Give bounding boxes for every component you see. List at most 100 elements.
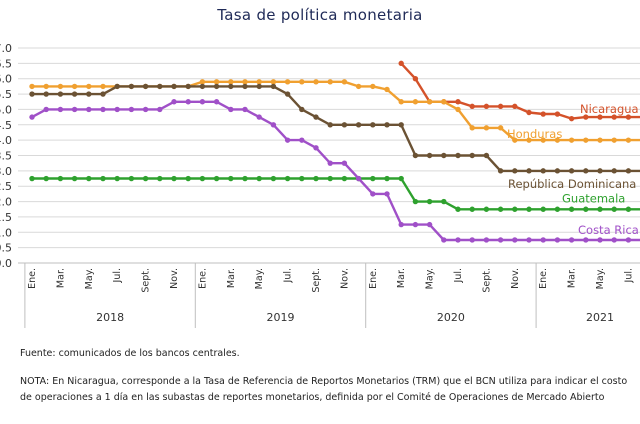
series-marker [540, 168, 546, 174]
series-marker [583, 137, 589, 143]
series-marker [384, 86, 390, 93]
series-marker [412, 76, 419, 82]
series-marker [412, 221, 419, 228]
series-marker [228, 175, 234, 182]
series-marker [185, 83, 191, 90]
x-tick-label: Ene. [27, 268, 38, 289]
series-marker [625, 237, 632, 243]
series-marker [625, 168, 632, 174]
series-marker [86, 175, 92, 182]
series-marker [384, 191, 390, 197]
x-tick-label: Sept. [311, 268, 322, 293]
x-tick-label: May. [84, 268, 95, 289]
series-marker [441, 198, 447, 205]
series-marker [497, 206, 504, 212]
series-marker [554, 237, 561, 243]
series-label: Honduras [507, 127, 562, 141]
series-marker [43, 91, 49, 97]
series-label: Guatemala [562, 191, 625, 205]
x-tick-label: Jul. [112, 268, 123, 283]
series-marker [270, 122, 277, 128]
series-marker [370, 122, 376, 128]
series-marker [171, 175, 177, 182]
series-label: Nicaragua [580, 102, 639, 116]
year-label: 2020 [437, 311, 465, 324]
series-marker [299, 175, 305, 182]
series-marker [313, 79, 319, 85]
series-marker [455, 99, 461, 105]
series-marker [299, 79, 305, 85]
series-marker [313, 145, 319, 151]
series-marker [114, 175, 120, 182]
series-marker [128, 175, 135, 182]
series-marker [625, 114, 632, 120]
series-marker [611, 114, 617, 120]
y-tick-label: 2.5 [0, 180, 12, 193]
series-marker [540, 137, 546, 143]
series-marker [597, 168, 603, 174]
series-marker [611, 237, 617, 243]
series-marker [497, 237, 504, 243]
series-marker [242, 175, 248, 182]
x-tick-label: May. [254, 268, 265, 289]
series-marker [57, 175, 64, 182]
series-marker [355, 83, 362, 90]
series-marker [327, 160, 333, 166]
series-marker [568, 237, 575, 243]
series-marker [412, 152, 419, 159]
series-marker [625, 206, 632, 212]
series-marker [441, 237, 447, 243]
series-marker [100, 83, 106, 90]
series-marker [455, 237, 461, 243]
series-marker [71, 106, 78, 113]
x-tick-label: Jul. [623, 268, 634, 283]
x-tick-label: Mar. [567, 268, 578, 288]
series-marker [341, 160, 348, 166]
x-tick-label: Ene. [197, 268, 208, 289]
series-marker [483, 125, 490, 131]
series-marker [57, 83, 64, 90]
x-tick-label: Mar. [226, 268, 237, 288]
series-marker [426, 221, 433, 228]
series-marker [597, 137, 603, 143]
series-marker [242, 79, 248, 85]
series-marker [469, 206, 475, 212]
series-marker [597, 206, 603, 212]
series-marker [299, 137, 305, 143]
series-marker [469, 103, 475, 110]
series-marker [483, 152, 490, 159]
series-marker [256, 114, 262, 120]
series-marker [213, 83, 220, 90]
series-marker [370, 83, 376, 90]
series-marker [512, 206, 518, 212]
series-marker [43, 83, 49, 90]
y-tick-label: 0.0 [0, 257, 12, 270]
series-marker [469, 237, 475, 243]
series-label: República Dominicana [508, 177, 636, 191]
series-marker [142, 175, 149, 182]
series-marker [157, 175, 163, 182]
series-marker [540, 206, 546, 212]
series-marker [86, 106, 92, 113]
series-marker [242, 106, 248, 113]
series-marker [228, 79, 234, 85]
series-marker [526, 237, 532, 243]
series-marker [100, 175, 106, 182]
x-tick-label: Jul. [453, 268, 464, 283]
y-tick-label: 1.5 [0, 211, 12, 224]
y-tick-label: 5.5 [0, 88, 12, 101]
series-marker [370, 175, 376, 182]
x-tick-label: Mar. [396, 268, 407, 288]
series-marker [526, 109, 532, 116]
series-marker [426, 152, 433, 159]
series-marker [86, 83, 92, 90]
series-marker [611, 206, 617, 212]
series-marker [29, 114, 35, 120]
year-label: 2021 [586, 311, 614, 324]
series-marker [157, 83, 163, 90]
footnote: NOTA: En Nicaragua, corresponde a la Tas… [20, 376, 628, 403]
year-label: 2018 [96, 311, 124, 324]
y-tick-label: 3.5 [0, 150, 12, 163]
series-marker [199, 99, 206, 105]
series-marker [512, 237, 518, 243]
